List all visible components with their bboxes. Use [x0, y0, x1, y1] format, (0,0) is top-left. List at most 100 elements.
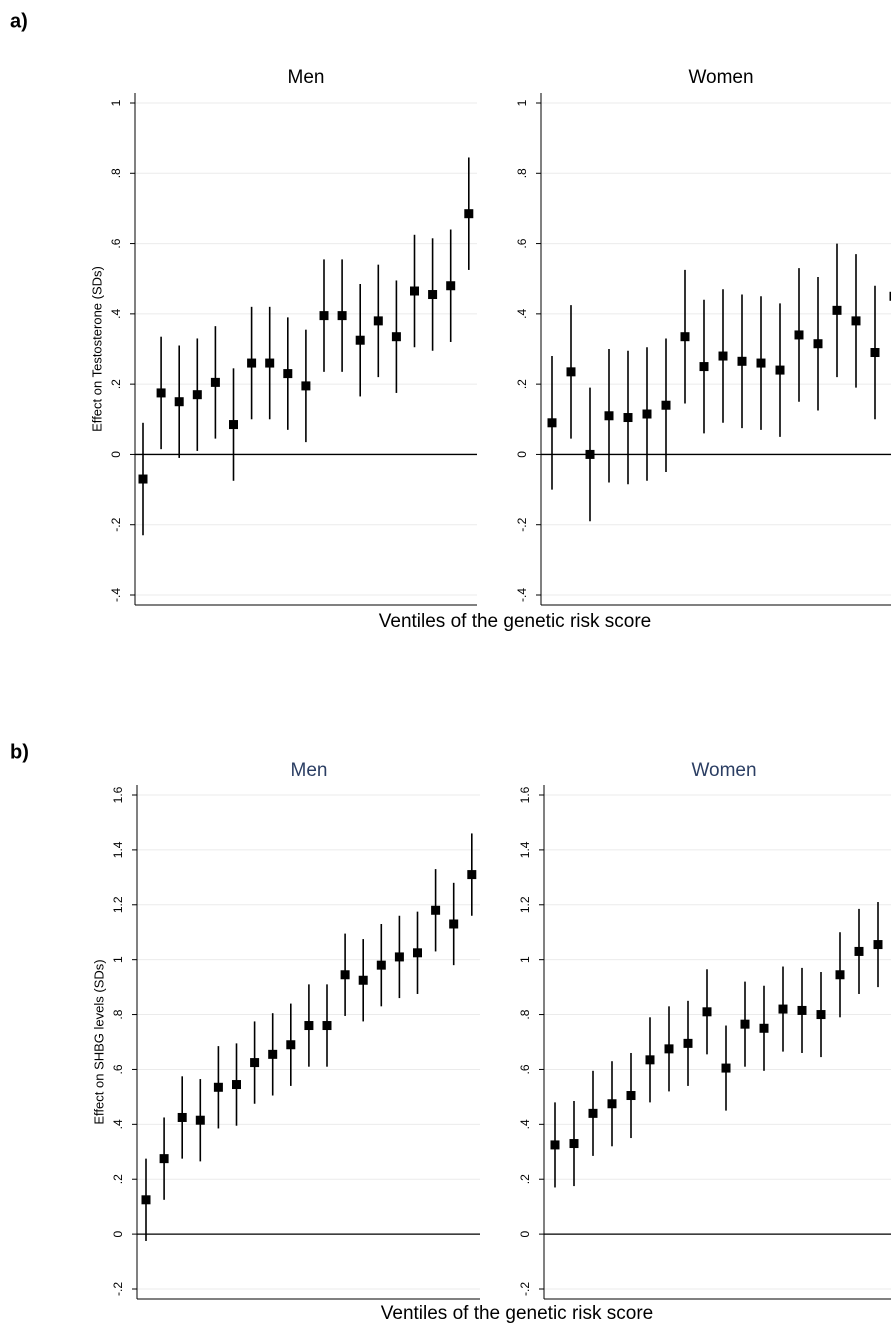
- y-tick-label: .6: [109, 238, 123, 248]
- x-axis-label: Ventiles of the genetic risk score: [379, 611, 651, 632]
- point-marker: [702, 1007, 712, 1017]
- point-marker: [870, 348, 880, 358]
- panel-label: b): [10, 741, 29, 763]
- y-tick-label: 1.6: [518, 786, 532, 803]
- y-tick-label: -.4: [515, 588, 529, 602]
- point-marker: [431, 905, 441, 915]
- y-tick-label: 1.6: [111, 786, 125, 803]
- point-marker: [265, 358, 275, 368]
- y-tick-label: .2: [518, 1174, 532, 1184]
- point-marker: [358, 975, 368, 985]
- point-marker: [229, 420, 238, 430]
- point-marker: [585, 449, 595, 459]
- point-marker: [319, 311, 329, 321]
- y-tick-label: .6: [515, 238, 529, 248]
- point-marker: [410, 286, 419, 296]
- y-tick-label: -.2: [518, 1282, 532, 1296]
- point-marker: [138, 474, 148, 484]
- y-tick-label: .6: [518, 1064, 532, 1074]
- point-marker: [268, 1049, 278, 1059]
- y-tick-label: 0: [111, 1230, 125, 1237]
- point-marker: [889, 291, 891, 301]
- point-marker: [192, 390, 202, 400]
- point-marker: [721, 1063, 731, 1073]
- y-tick-label: 1.2: [518, 896, 532, 913]
- point-marker: [816, 1010, 826, 1020]
- y-tick-label: .8: [518, 1009, 532, 1019]
- point-marker: [355, 335, 365, 345]
- y-tick-label: .2: [515, 379, 529, 389]
- point-marker: [680, 332, 690, 342]
- y-tick-label: .4: [515, 309, 529, 319]
- point-marker: [210, 377, 220, 387]
- y-tick-label: 1.4: [111, 841, 125, 858]
- y-tick-label: 1.2: [111, 896, 125, 913]
- y-tick-label: -.4: [109, 588, 123, 602]
- point-marker: [759, 1023, 769, 1033]
- y-tick-label: 1: [518, 956, 532, 963]
- y-tick-label: 0: [518, 1230, 532, 1237]
- point-marker: [550, 1140, 560, 1150]
- point-marker: [376, 960, 386, 970]
- point-marker: [337, 311, 347, 321]
- point-marker: [413, 948, 422, 958]
- point-marker: [283, 369, 293, 379]
- point-marker: [813, 339, 823, 349]
- y-tick-label: 1: [111, 956, 125, 963]
- point-marker: [794, 330, 804, 340]
- point-marker: [174, 397, 184, 407]
- point-marker: [159, 1154, 169, 1164]
- point-marker: [604, 411, 614, 421]
- point-marker: [851, 316, 861, 326]
- y-tick-label: .2: [109, 379, 123, 389]
- point-marker: [775, 365, 785, 375]
- x-axis-label: Ventiles of the genetic risk score: [381, 1303, 653, 1324]
- point-marker: [607, 1099, 617, 1109]
- point-marker: [373, 316, 383, 326]
- point-marker: [797, 1005, 807, 1015]
- point-marker: [547, 418, 557, 428]
- point-marker: [340, 970, 350, 980]
- point-marker: [740, 1019, 750, 1029]
- point-marker: [566, 367, 576, 377]
- y-tick-label: 0: [109, 451, 123, 458]
- point-marker: [718, 351, 728, 361]
- panel-label: a): [10, 10, 28, 32]
- y-tick-label: .6: [111, 1064, 125, 1074]
- point-marker: [835, 970, 845, 980]
- y-tick-label: .4: [518, 1119, 532, 1129]
- point-marker: [626, 1091, 636, 1101]
- point-marker: [449, 919, 459, 929]
- point-marker: [873, 940, 883, 950]
- y-tick-label: .8: [111, 1009, 125, 1019]
- point-marker: [156, 388, 166, 398]
- y-axis-label: Effect on SHBG levels (SDs): [91, 959, 106, 1124]
- y-tick-label: 1: [515, 99, 529, 106]
- y-tick-label: -.2: [515, 517, 529, 531]
- point-marker: [464, 209, 474, 219]
- point-marker: [588, 1108, 598, 1118]
- y-tick-label: .8: [109, 168, 123, 178]
- y-tick-label: 1.4: [518, 841, 532, 858]
- point-marker: [854, 946, 864, 956]
- y-tick-label: -.2: [109, 517, 123, 531]
- point-marker: [195, 1115, 205, 1125]
- y-tick-label: 1: [109, 99, 123, 106]
- y-axis-label: Effect on Testosterone (SDs): [89, 266, 104, 432]
- point-marker: [322, 1021, 332, 1031]
- point-marker: [141, 1195, 151, 1205]
- point-marker: [286, 1040, 296, 1050]
- chart-title: Men: [288, 67, 325, 88]
- point-marker: [232, 1080, 241, 1090]
- point-marker: [428, 290, 438, 300]
- point-marker: [645, 1055, 655, 1065]
- point-marker: [304, 1021, 314, 1031]
- point-marker: [213, 1082, 223, 1092]
- y-tick-label: .4: [111, 1119, 125, 1129]
- point-marker: [250, 1058, 260, 1068]
- point-marker: [756, 358, 766, 368]
- y-tick-label: .4: [109, 309, 123, 319]
- y-tick-label: .8: [515, 168, 529, 178]
